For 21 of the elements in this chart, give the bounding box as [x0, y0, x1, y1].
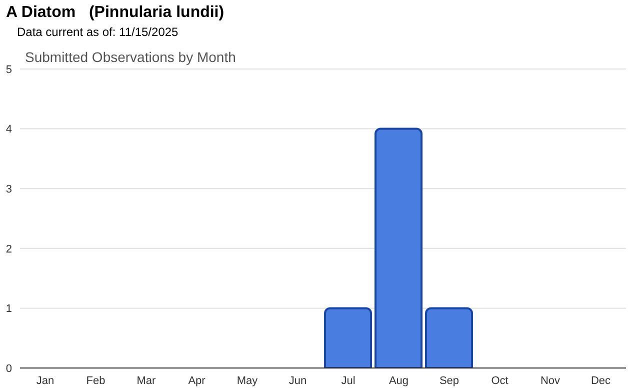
y-tick-label: 1	[6, 303, 12, 316]
x-tick-label: Nov	[540, 374, 561, 387]
x-tick-label: Jan	[36, 374, 54, 387]
x-tick-label: Jul	[341, 374, 356, 387]
x-tick-label: Aug	[388, 374, 409, 387]
chart-subtitle: Data current as of: 11/15/2025	[17, 25, 178, 39]
chart-title: A Diatom (Pinnularia lundii)	[6, 4, 224, 22]
y-tick-label: 3	[6, 184, 12, 196]
x-tick-label: Oct	[491, 374, 508, 387]
y-tick-label: 0	[6, 362, 12, 375]
x-tick-label: Sep	[439, 374, 460, 387]
y-tick-label: 5	[6, 64, 12, 76]
x-tick-label: Dec	[590, 374, 612, 387]
y-tick-label: 4	[6, 124, 12, 136]
x-tick-label: Mar	[136, 374, 156, 387]
x-tick-label: Feb	[86, 374, 106, 387]
x-tick-label: Jun	[288, 374, 307, 387]
text: Submitted Observations by Month	[25, 49, 236, 65]
x-tick-label: May	[236, 374, 258, 387]
y-tick-label: 2	[6, 243, 12, 256]
x-tick-label: Apr	[188, 374, 206, 387]
